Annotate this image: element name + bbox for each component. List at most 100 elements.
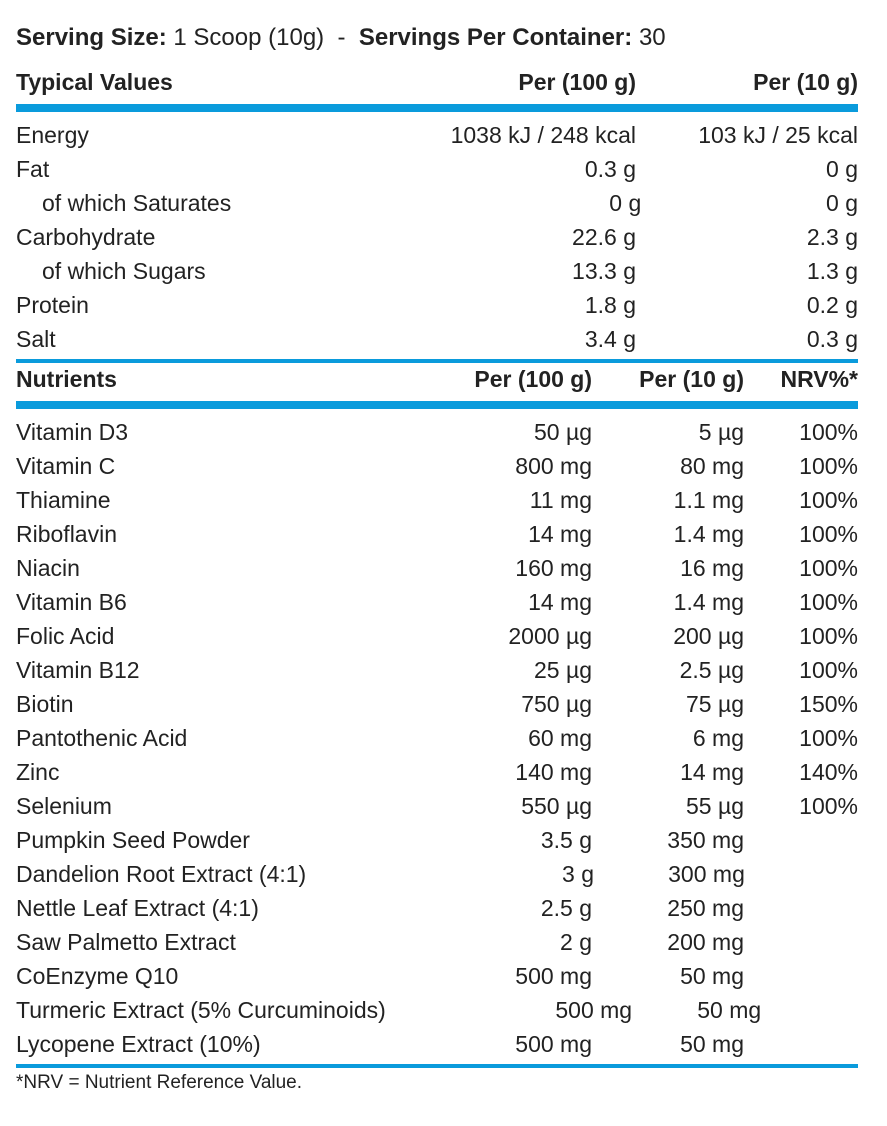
header-per-10g: Per (10 g) [753, 68, 858, 95]
per-10g-value: 1.1 mg [673, 486, 744, 513]
per-10g-value: 2.3 g [806, 223, 858, 250]
header-per-10g: Per (10 g) [639, 365, 744, 392]
table-header: Nutrients Per (100 g) Per (10 g) NRV%* [16, 359, 858, 399]
nutrient-name: of which Saturates [42, 189, 232, 216]
nutrient-name: Pantothenic Acid [16, 724, 188, 751]
per-10g-value: 80 mg [680, 452, 744, 479]
nutrient-name: Fat [16, 155, 50, 182]
table-row: Turmeric Extract (5% Curcuminoids) 500 mg… [16, 993, 858, 1027]
per-100g-value: 2.5 g [540, 894, 592, 921]
nrv-value: 100% [799, 622, 858, 649]
per-10g-value: 103 kJ / 25 kcal [698, 121, 858, 148]
per-100g-value: 1038 kJ / 248 kcal [450, 121, 636, 148]
nrv-value: 100% [799, 418, 858, 445]
table-row: Dandelion Root Extract (4:1) 3 g 300 mg [16, 857, 858, 891]
per-10g-value: 5 µg [698, 418, 744, 445]
per-100g-value: 550 µg [521, 792, 592, 819]
per-10g-value: 0 g [826, 189, 858, 216]
per-10g-value: 50 mg [697, 996, 762, 1023]
per-100g-value: 2000 µg [508, 622, 592, 649]
table-row: Vitamin B6 14 mg 1.4 mg 100% [16, 585, 858, 619]
divider [16, 359, 858, 363]
per-100g-value: 500 mg [555, 996, 633, 1023]
header-per-100g: Per (100 g) [518, 68, 636, 95]
header-nrv: NRV%* [780, 365, 858, 392]
per-100g-value: 800 mg [515, 452, 592, 479]
nutrient-name: Thiamine [16, 486, 111, 513]
nutrient-name: Turmeric Extract (5% Curcuminoids) [16, 996, 386, 1023]
nrv-value: 100% [799, 452, 858, 479]
per-10g-value: 1.3 g [806, 257, 858, 284]
nutrient-name: Dandelion Root Extract (4:1) [16, 860, 307, 887]
table-row: Lycopene Extract (10%) 500 mg 50 mg [16, 1027, 858, 1061]
nutrient-name: Niacin [16, 554, 80, 581]
per-100g-value: 11 mg [529, 486, 592, 513]
table-row: Carbohydrate 22.6 g 2.3 g [16, 220, 858, 254]
nutrient-name: Pumpkin Seed Powder [16, 826, 250, 853]
nutrient-name: Vitamin D3 [16, 418, 129, 445]
per-10g-value: 0 g [826, 155, 858, 182]
nutrient-name: Saw Palmetto Extract [16, 928, 236, 955]
per-10g-value: 16 mg [680, 554, 744, 581]
table-row: Vitamin D3 50 µg 5 µg 100% [16, 415, 858, 449]
serving-info: Serving Size: 1 Scoop (10g) - Servings P… [16, 24, 666, 52]
nutrient-name: Protein [16, 291, 89, 318]
per-100g-value: 0 g [609, 189, 642, 216]
table-row: Folic Acid 2000 µg 200 µg 100% [16, 619, 858, 653]
table-row: Nettle Leaf Extract (4:1) 2.5 g 250 mg [16, 891, 858, 925]
nrv-value: 100% [799, 554, 858, 581]
table-row: Fat 0.3 g 0 g [16, 152, 858, 186]
table-row: Pumpkin Seed Powder 3.5 g 350 mg [16, 823, 858, 857]
nutrient-name: Carbohydrate [16, 223, 156, 250]
footnote: *NRV = Nutrient Reference Value. [16, 1072, 303, 1093]
table-row: Protein 1.8 g 0.2 g [16, 288, 858, 322]
per-100g-value: 160 mg [515, 554, 592, 581]
nutrient-name: Lycopene Extract (10%) [16, 1030, 261, 1057]
table-row: Niacin 160 mg 16 mg 100% [16, 551, 858, 585]
nutrient-name: Folic Acid [16, 622, 115, 649]
divider [16, 1064, 858, 1068]
per-10g-value: 50 mg [680, 962, 744, 989]
nutrient-name: Selenium [16, 792, 112, 819]
table-row: Vitamin C 800 mg 80 mg 100% [16, 449, 858, 483]
servings-per-container-label: Servings Per Container: [358, 24, 633, 51]
nutrient-name: Vitamin B6 [16, 588, 127, 615]
per-10g-value: 55 µg [685, 792, 744, 819]
nutrient-name: CoEnzyme Q10 [16, 962, 179, 989]
table-row: Energy 1038 kJ / 248 kcal 103 kJ / 25 kcal [16, 118, 858, 152]
table-row: Salt 3.4 g 0.3 g [16, 322, 858, 356]
nrv-value: 100% [799, 656, 858, 683]
typical-values-table: Typical Values Per (100 g) Per (10 g) En… [16, 62, 858, 363]
per-10g-value: 200 µg [673, 622, 744, 649]
table-header: Typical Values Per (100 g) Per (10 g) [16, 62, 858, 102]
per-10g-value: 1.4 mg [673, 520, 744, 547]
table-row: CoEnzyme Q10 500 mg 50 mg [16, 959, 858, 993]
per-100g-value: 3.4 g [584, 325, 636, 352]
per-100g-value: 60 mg [528, 724, 592, 751]
table-row: Riboflavin 14 mg 1.4 mg 100% [16, 517, 858, 551]
per-10g-value: 350 mg [667, 826, 744, 853]
per-100g-value: 500 mg [515, 1030, 592, 1057]
nrv-value: 100% [799, 486, 858, 513]
nutrient-name: Zinc [16, 758, 60, 785]
table-row: Biotin 750 µg 75 µg 150% [16, 687, 858, 721]
nutrient-name: of which Sugars [42, 257, 206, 284]
table-row: of which Sugars 13.3 g 1.3 g [16, 254, 858, 288]
per-10g-value: 250 mg [667, 894, 744, 921]
nutrient-name: Vitamin B12 [16, 656, 140, 683]
header-name: Typical Values [16, 68, 173, 95]
nrv-value: 100% [799, 588, 858, 615]
table-row: Selenium 550 µg 55 µg 100% [16, 789, 858, 823]
header-per-100g: Per (100 g) [474, 365, 592, 392]
nrv-value: 100% [799, 724, 858, 751]
per-100g-value: 750 µg [521, 690, 592, 717]
serving-size-value: 1 Scoop (10g) [173, 24, 325, 51]
table-row: Saw Palmetto Extract 2 g 200 mg [16, 925, 858, 959]
nutrient-name: Riboflavin [16, 520, 117, 547]
nutrient-name: Vitamin C [16, 452, 116, 479]
per-100g-value: 0.3 g [584, 155, 636, 182]
nutrient-name: Energy [16, 121, 89, 148]
per-10g-value: 14 mg [680, 758, 744, 785]
per-10g-value: 75 µg [685, 690, 744, 717]
per-100g-value: 1.8 g [584, 291, 636, 318]
